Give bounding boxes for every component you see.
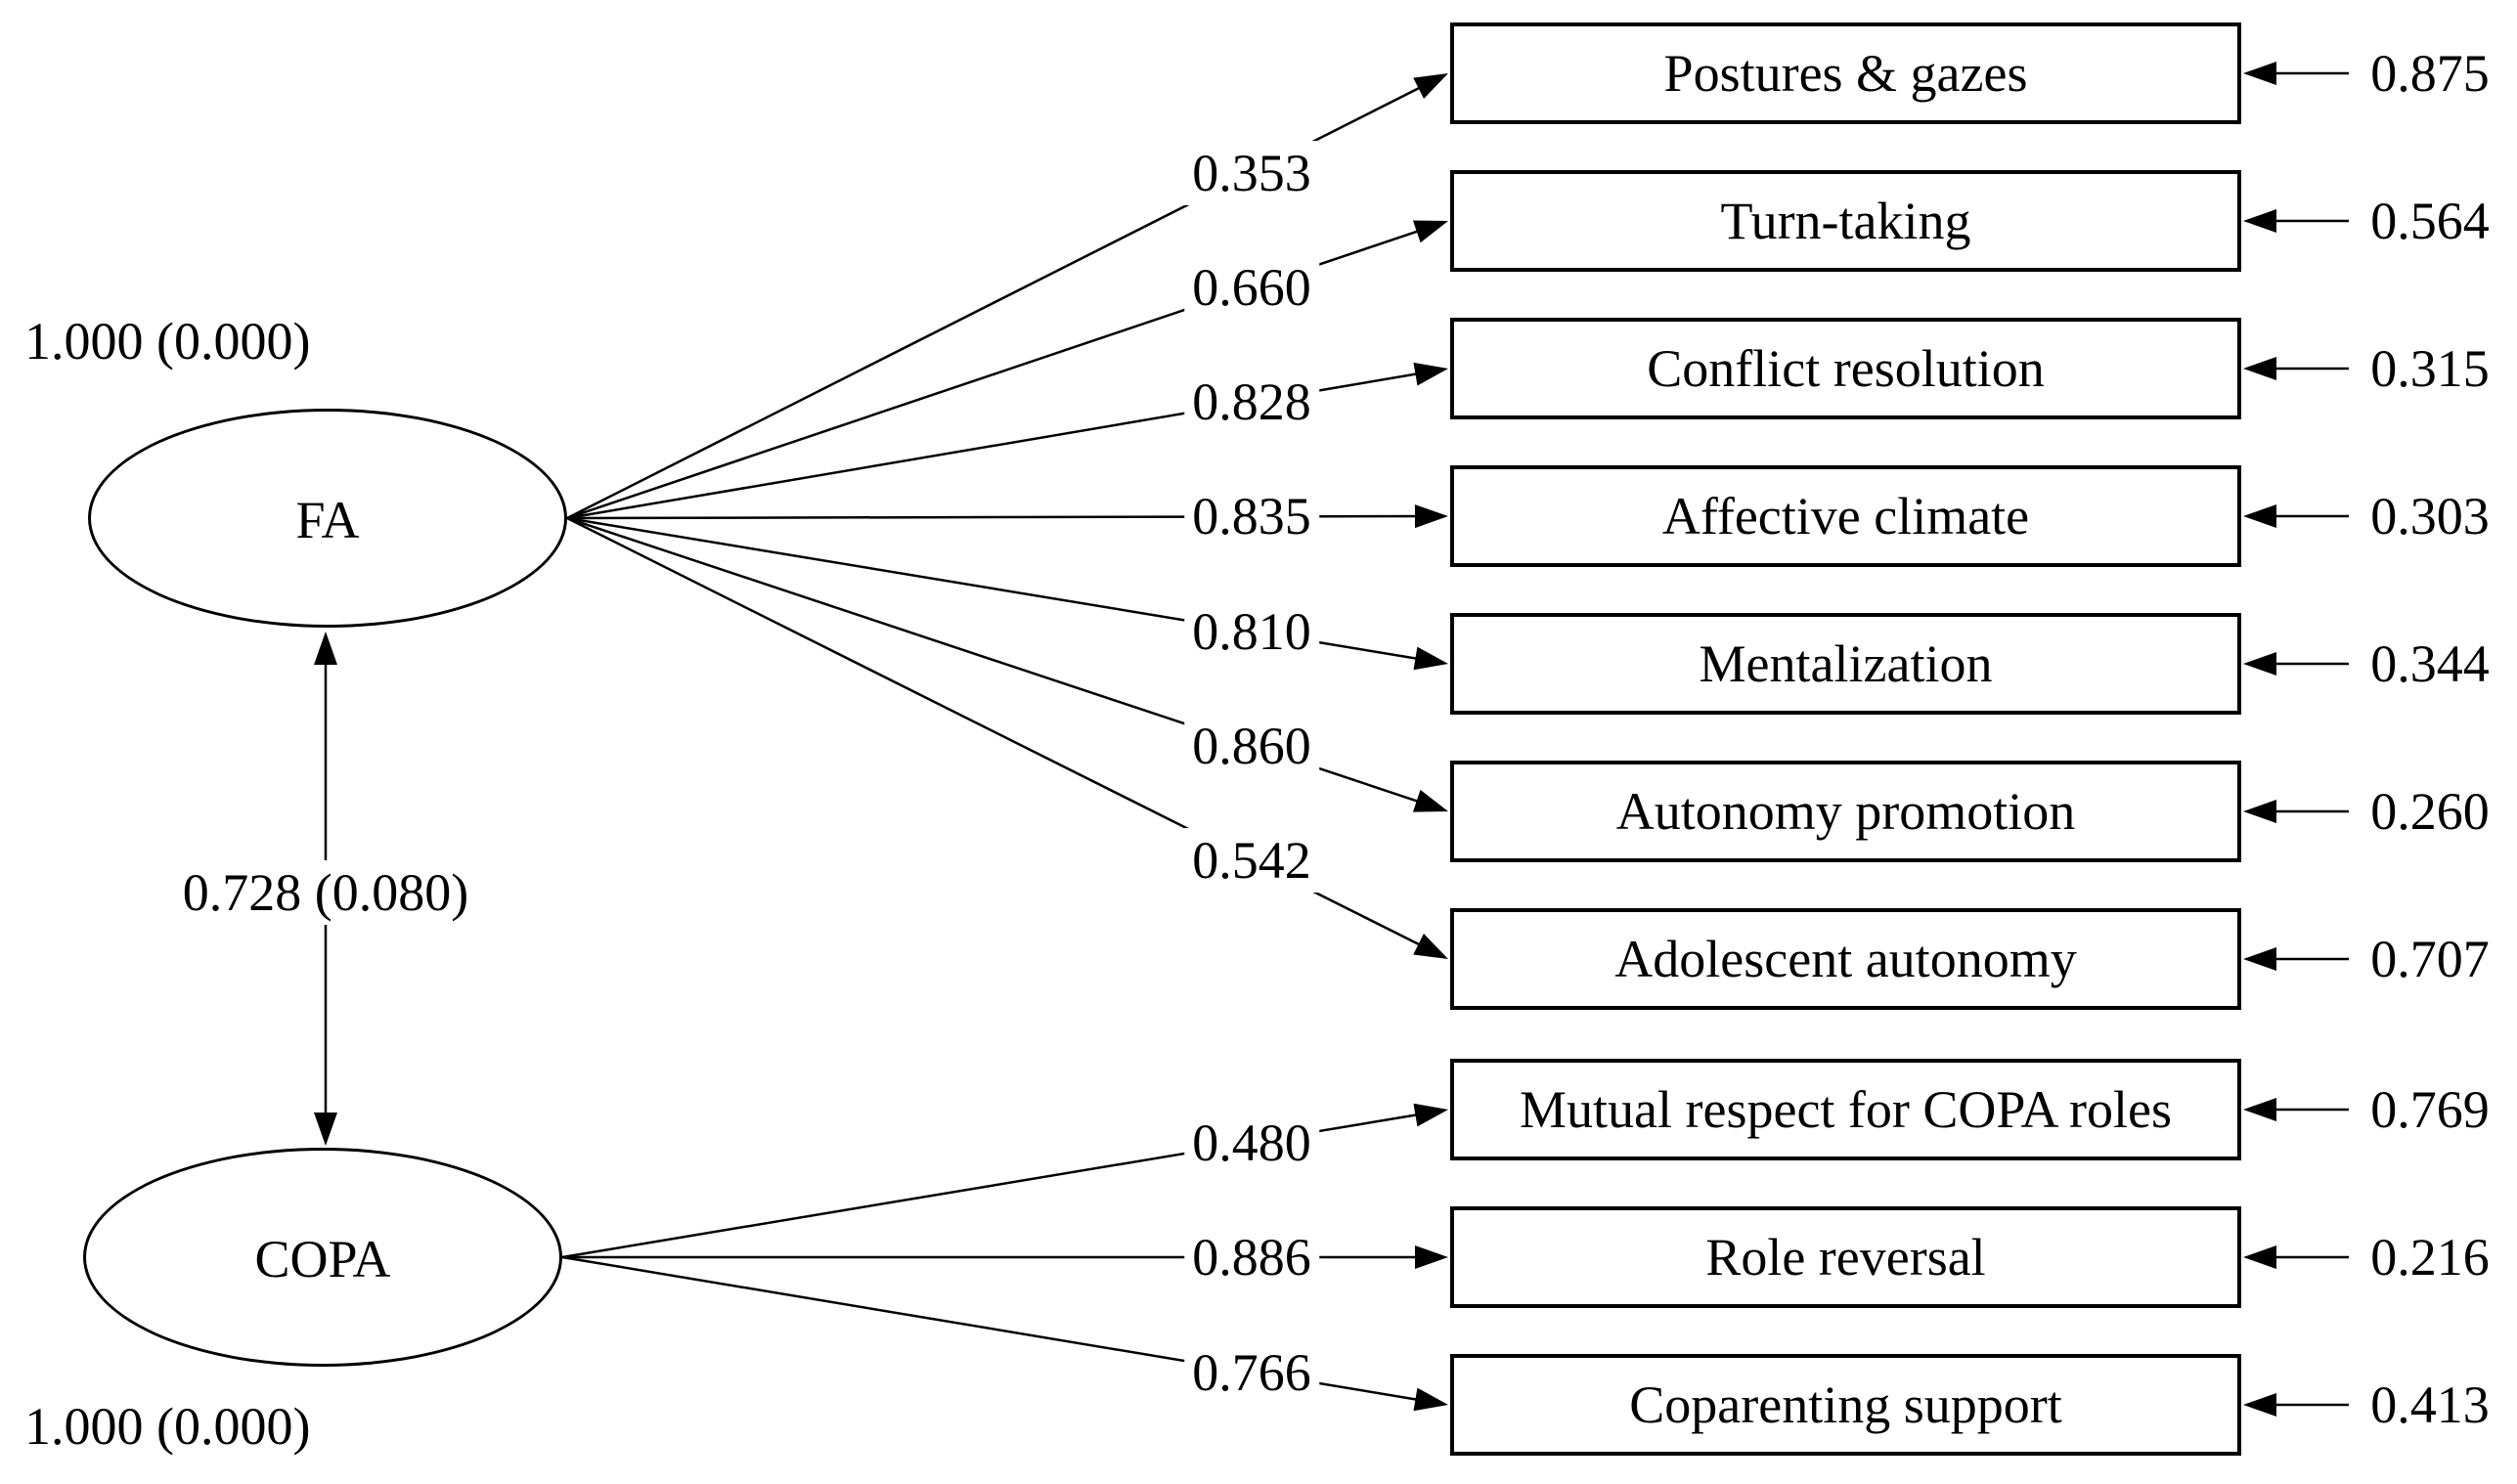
- indicator-box: Mentalization: [1450, 613, 2241, 715]
- indicator-label: Postures & gazes: [1663, 44, 2028, 103]
- residual-arrowhead: [2243, 1098, 2276, 1121]
- latent-copa-label: COPA: [254, 1230, 391, 1288]
- loading-value: 0.828: [1184, 370, 1319, 435]
- indicator-box: Conflict resolution: [1450, 318, 2241, 419]
- loading-arrowhead: [1414, 504, 1448, 529]
- indicator-box: Postures & gazes: [1450, 22, 2241, 124]
- residual-value: 0.707: [2370, 930, 2490, 988]
- residual-arrowhead: [2243, 62, 2276, 85]
- indicator-box: Coparenting support: [1450, 1354, 2241, 1456]
- latent-fa-label: FA: [295, 491, 360, 549]
- indicator-box: Autonomy promotion: [1450, 761, 2241, 862]
- loading-value: 0.810: [1184, 598, 1319, 664]
- indicator-box: Adolescent autonomy: [1450, 908, 2241, 1010]
- indicator-box: Affective climate: [1450, 465, 2241, 567]
- residual-value: 0.413: [2370, 1375, 2490, 1434]
- loading-arrowhead: [1412, 220, 1448, 243]
- latent-fa-variance-label: 1.000 (0.000): [24, 312, 311, 371]
- indicator-box: Role reversal: [1450, 1206, 2241, 1308]
- residual-value: 0.875: [2370, 44, 2490, 103]
- loading-value: 0.860: [1184, 714, 1319, 779]
- indicator-label: Adolescent autonomy: [1614, 930, 2077, 988]
- residual-arrowhead: [2243, 1245, 2276, 1269]
- loading-value: 0.886: [1184, 1225, 1319, 1289]
- residual-value: 0.769: [2370, 1080, 2490, 1139]
- loading-arrowhead: [1413, 934, 1448, 959]
- residual-arrowhead: [2243, 947, 2276, 971]
- loading-arrowhead: [1413, 73, 1448, 100]
- latent-copa-variance-label: 1.000 (0.000): [24, 1397, 311, 1456]
- indicator-box: Mutual respect for COPA roles: [1450, 1059, 2241, 1160]
- residual-arrowhead: [2243, 357, 2276, 380]
- indicator-label: Turn-taking: [1720, 192, 1971, 250]
- indicator-box: Turn-taking: [1450, 170, 2241, 272]
- indicator-label: Affective climate: [1661, 487, 2030, 546]
- loading-value: 0.660: [1184, 254, 1319, 320]
- loading-value: 0.353: [1184, 140, 1319, 205]
- indicator-label: Autonomy promotion: [1615, 782, 2076, 841]
- covariance-arrowhead-up: [314, 632, 337, 665]
- residual-value: 0.344: [2370, 634, 2490, 693]
- residual-arrowhead: [2243, 1393, 2276, 1417]
- residual-arrowhead: [2243, 209, 2276, 233]
- residual-value: 0.260: [2370, 782, 2490, 841]
- loading-arrowhead: [1413, 1103, 1448, 1127]
- residual-arrowhead: [2243, 800, 2276, 823]
- covariance-arrowhead-down: [314, 1113, 337, 1146]
- loading-value: 0.766: [1184, 1339, 1319, 1405]
- latent-fa-ellipse: [88, 409, 567, 628]
- loading-arrowhead: [1412, 789, 1448, 812]
- indicator-label: Coparenting support: [1629, 1375, 2062, 1434]
- indicator-label: Mentalization: [1699, 634, 1993, 693]
- indicator-label: Role reversal: [1705, 1228, 1986, 1287]
- residual-arrowhead: [2243, 504, 2276, 528]
- residual-arrowhead: [2243, 652, 2276, 676]
- loading-arrowhead: [1413, 1387, 1448, 1412]
- latent-copa-ellipse: [83, 1148, 562, 1367]
- loading-arrowhead: [1413, 362, 1448, 386]
- indicator-label: Conflict resolution: [1647, 339, 2045, 398]
- loading-value: 0.542: [1184, 828, 1319, 894]
- loading-arrowhead: [1413, 646, 1448, 671]
- residual-value: 0.216: [2370, 1228, 2490, 1287]
- loading-value: 0.835: [1184, 484, 1319, 549]
- residual-value: 0.564: [2370, 192, 2490, 250]
- residual-value: 0.315: [2370, 339, 2490, 398]
- loading-value: 0.480: [1184, 1110, 1319, 1175]
- residual-value: 0.303: [2370, 487, 2490, 546]
- covariance-label: 0.728 (0.080): [172, 860, 479, 925]
- indicator-label: Mutual respect for COPA roles: [1520, 1080, 2172, 1139]
- loading-arrowhead: [1415, 1245, 1448, 1269]
